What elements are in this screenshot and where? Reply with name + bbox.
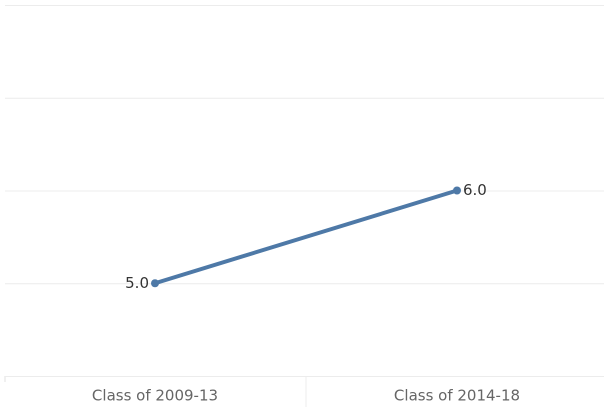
- point: [151, 279, 159, 288]
- point: [453, 186, 461, 195]
- x-tick-label: Class of 2009-13: [92, 387, 218, 405]
- x-tick-label: Class of 2014-18: [394, 387, 520, 405]
- value-label: 5.0: [125, 274, 149, 292]
- line: [153, 188, 459, 286]
- value-label: 6.0: [463, 181, 487, 199]
